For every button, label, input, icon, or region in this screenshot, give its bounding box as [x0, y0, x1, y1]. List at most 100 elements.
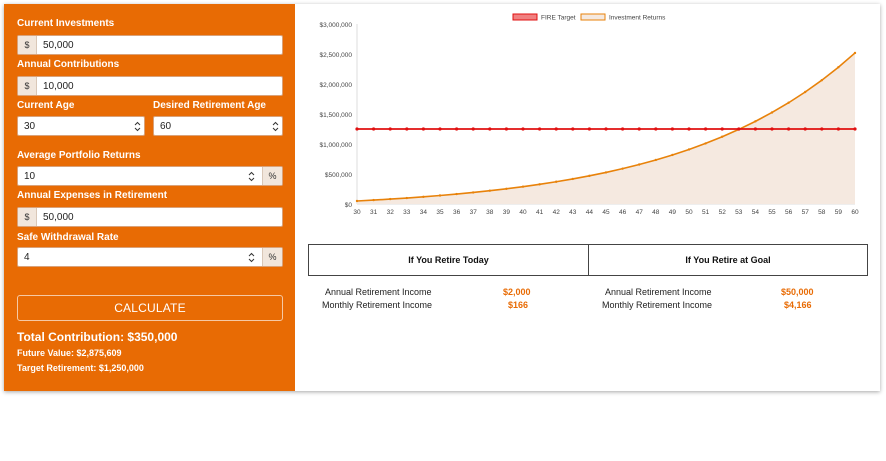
stepper-icon[interactable]	[244, 248, 258, 266]
fire-target-point	[471, 127, 475, 131]
legend-label-returns: Investment Returns	[609, 15, 666, 22]
y-tick-label: $1,000,000	[319, 142, 352, 149]
fire-target-point	[372, 127, 376, 131]
returns-point	[588, 174, 591, 178]
fire-target-point	[836, 127, 841, 131]
x-tick-label: 39	[503, 209, 511, 216]
x-tick-label: 46	[619, 209, 627, 216]
fire-target-point	[853, 127, 857, 131]
returns-point	[621, 167, 624, 170]
today-monthly-value: $166	[508, 300, 529, 310]
returns-point	[754, 120, 757, 123]
calculate-button[interactable]: CALCULATE	[17, 295, 283, 321]
returns-point	[687, 148, 691, 151]
x-tick-label: 57	[802, 209, 810, 216]
retirement-chart: $0 $500,000 $1,000,000 $1,500,000 $2,000,000…	[295, 4, 880, 236]
stepper-icon[interactable]	[268, 117, 282, 135]
returns-point	[820, 79, 823, 82]
returns-point	[787, 101, 790, 104]
x-tick-label: 49	[669, 209, 677, 216]
returns-point	[505, 187, 508, 190]
x-tick-label: 41	[536, 209, 544, 216]
x-tick-label: 37	[470, 209, 478, 216]
current-age-value[interactable]: 30	[24, 120, 36, 132]
dollar-prefix: $	[18, 77, 37, 95]
avg-returns-input[interactable]: 10 %	[17, 166, 283, 186]
x-tick-label: 52	[719, 209, 727, 216]
fire-target-point	[820, 127, 824, 131]
fire-target-point	[521, 127, 525, 131]
x-tick-label: 42	[553, 209, 561, 216]
legend-label-fire: FIRE Target	[541, 15, 576, 22]
stepper-icon[interactable]	[244, 167, 258, 185]
returns-point	[837, 66, 840, 69]
target-retirement: Target Retirement: $1,250,000	[17, 363, 144, 373]
percent-suffix: %	[262, 248, 282, 266]
x-tick-label: 48	[652, 209, 660, 216]
returns-area	[357, 52, 855, 205]
returns-point	[604, 171, 608, 174]
x-tick-label: 38	[486, 209, 494, 216]
x-tick-label: 36	[453, 209, 461, 216]
fire-target-point	[488, 127, 492, 131]
percent-suffix: %	[262, 167, 282, 185]
retirement-age-value[interactable]: 60	[160, 120, 172, 132]
retire-goal-header: If You Retire at Goal	[588, 244, 868, 276]
returns-point	[488, 189, 491, 192]
returns-point	[671, 153, 674, 157]
current-investments-label: Current Investments	[17, 18, 115, 29]
x-tick-label: 47	[636, 209, 644, 216]
withdrawal-rate-input[interactable]: 4 %	[17, 247, 283, 267]
avg-returns-value[interactable]: 10	[24, 170, 36, 182]
total-contribution: Total Contribution: $350,000	[17, 330, 178, 344]
x-tick-label: 58	[818, 209, 826, 216]
retirement-age-input[interactable]: 60	[153, 116, 283, 136]
fire-target-point	[637, 127, 641, 131]
returns-point	[853, 51, 857, 55]
input-sidebar: Current Investments $ 50,000 Annual Cont…	[4, 4, 295, 391]
x-tick-label: 40	[519, 209, 527, 216]
returns-point	[721, 135, 724, 138]
returns-point	[355, 199, 359, 203]
y-tick-label: $2,000,000	[319, 82, 352, 89]
fire-target-point	[504, 127, 508, 131]
current-investments-value[interactable]: 50,000	[43, 39, 74, 51]
y-tick-label: $0	[345, 202, 353, 209]
x-tick-label: 32	[387, 209, 395, 216]
retire-today-header: If You Retire Today	[308, 244, 589, 276]
fire-target-point	[670, 127, 674, 131]
annual-expenses-field[interactable]: $ 50,000	[17, 207, 283, 227]
fire-target-point	[704, 127, 708, 131]
fire-target-point	[687, 127, 691, 131]
annual-contributions-field[interactable]: $ 10,000	[17, 76, 283, 96]
returns-point	[472, 191, 475, 194]
fire-target-point	[421, 127, 425, 131]
fire-target-point	[787, 127, 791, 131]
stepper-icon[interactable]	[130, 117, 144, 135]
legend-swatch-fire	[512, 13, 538, 21]
returns-point	[555, 180, 558, 183]
returns-point	[538, 183, 541, 186]
fire-target-point	[587, 127, 591, 131]
annual-contributions-value[interactable]: 10,000	[43, 80, 74, 92]
returns-point	[521, 185, 525, 188]
returns-point	[372, 198, 375, 202]
fire-target-point	[621, 127, 625, 131]
annual-contributions-label: Annual Contributions	[17, 59, 120, 70]
returns-point	[804, 90, 807, 94]
current-age-input[interactable]: 30	[17, 116, 145, 136]
legend-swatch-returns	[580, 13, 606, 21]
dollar-prefix: $	[18, 36, 37, 54]
fire-target-point	[455, 127, 459, 131]
withdrawal-rate-value[interactable]: 4	[24, 251, 30, 263]
annual-expenses-value[interactable]: 50,000	[43, 211, 74, 223]
x-tick-label: 53	[735, 209, 743, 216]
current-investments-field[interactable]: $ 50,000	[17, 35, 283, 55]
fire-target-point	[554, 127, 558, 131]
returns-point	[654, 158, 657, 162]
x-tick-label: 30	[353, 209, 361, 216]
today-annual-label: Annual Retirement Income	[325, 287, 432, 297]
x-tick-label: 50	[685, 209, 693, 216]
goal-monthly-value: $4,166	[784, 300, 812, 310]
returns-point	[422, 195, 425, 199]
